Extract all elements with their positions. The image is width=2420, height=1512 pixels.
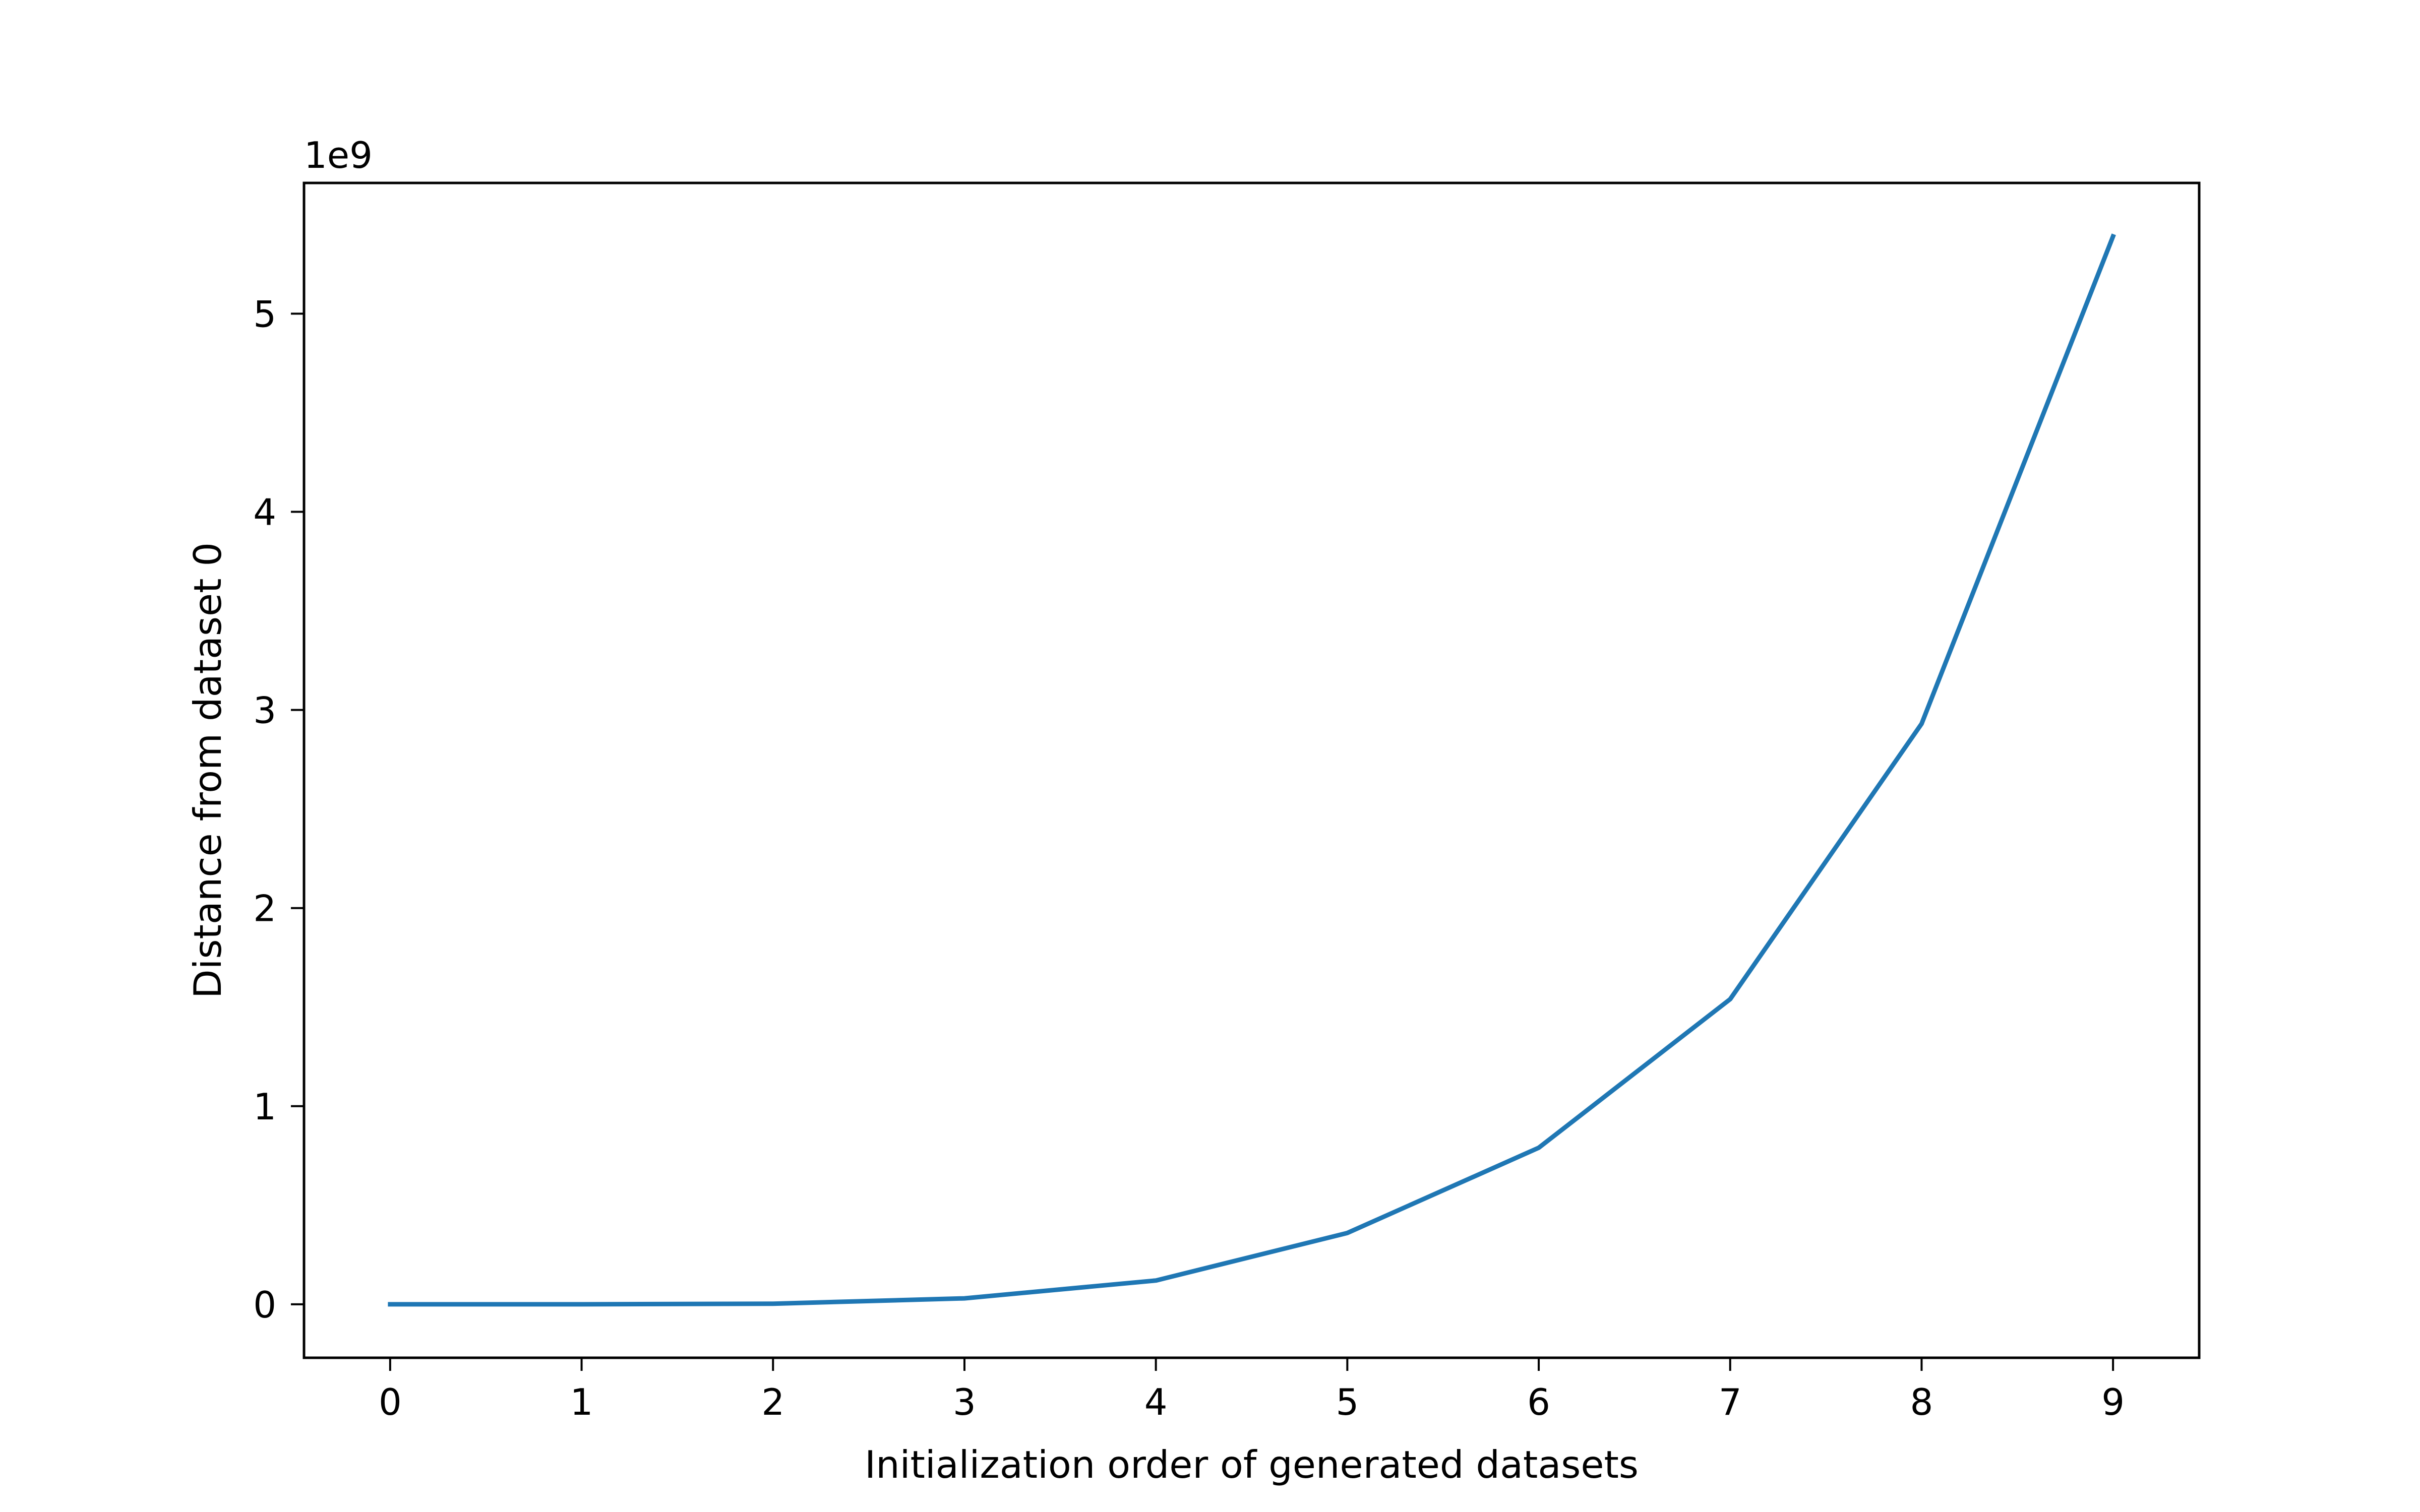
x-tick-label: 5 (1336, 1381, 1359, 1423)
y-tick-label: 5 (253, 293, 276, 335)
x-tick-label: 8 (1910, 1381, 1933, 1423)
y-tick-label: 4 (253, 491, 276, 534)
y-axis-label: Distance from dataset 0 (186, 542, 230, 998)
x-tick-label: 6 (1527, 1381, 1550, 1423)
plot-area (388, 233, 2116, 1307)
x-tick-label: 2 (761, 1381, 784, 1423)
x-axis-label: Initialization order of generated datase… (865, 1442, 1639, 1487)
x-tick-label: 4 (1144, 1381, 1168, 1423)
x-tick-label: 0 (379, 1381, 402, 1423)
x-tick-label: 9 (2101, 1381, 2125, 1423)
x-tick-label: 1 (570, 1381, 593, 1423)
plot-frame (302, 181, 2201, 1359)
y-tick-label: 3 (253, 689, 276, 732)
y-axis-offset-label: 1e9 (304, 134, 373, 176)
y-tick-label: 2 (253, 888, 276, 930)
x-axis-ticks: 0 1 2 3 4 5 6 7 8 9 (379, 1358, 2125, 1423)
y-tick-label: 1 (253, 1086, 276, 1128)
y-tick-label: 0 (253, 1284, 276, 1326)
x-tick-label: 7 (1719, 1381, 1742, 1423)
series-line-0 (388, 233, 2116, 1307)
y-axis-ticks: 0 1 2 3 4 5 (253, 293, 304, 1326)
x-tick-label: 3 (953, 1381, 976, 1423)
